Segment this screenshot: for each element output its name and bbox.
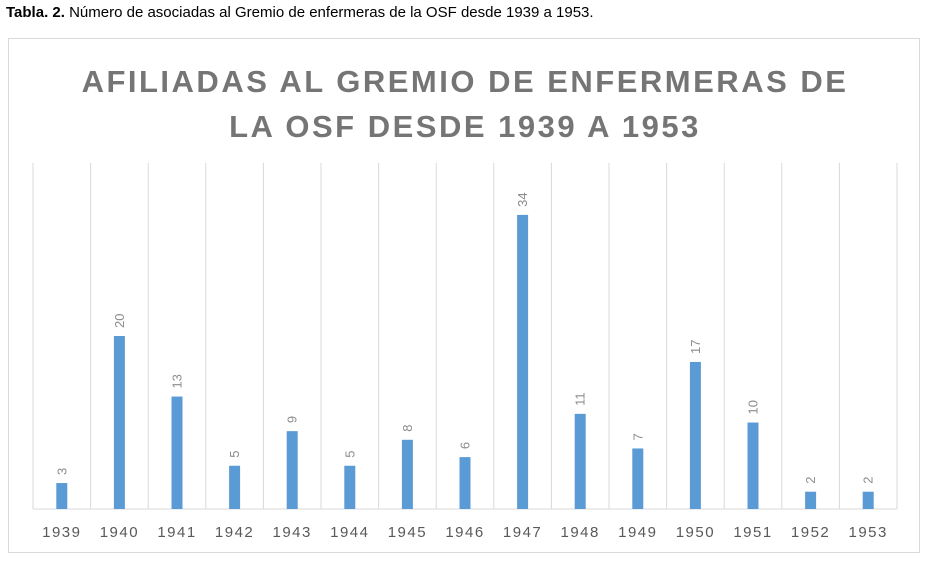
chart-title: AFILIADAS AL GREMIO DE ENFERMERAS DE LA … bbox=[9, 59, 921, 149]
bar-1942 bbox=[229, 465, 241, 509]
x-tick-label-1950: 1950 bbox=[676, 524, 715, 541]
data-label-1952: 2 bbox=[803, 476, 818, 483]
caption-label: Tabla. 2. bbox=[6, 4, 65, 21]
data-label-1947: 34 bbox=[515, 192, 530, 206]
bar-1940 bbox=[113, 336, 125, 509]
data-label-1950: 17 bbox=[688, 339, 703, 353]
x-tick-label-1946: 1946 bbox=[445, 524, 484, 541]
data-label-1942: 5 bbox=[227, 451, 242, 458]
caption-text: Número de asociadas al Gremio de enferme… bbox=[69, 4, 594, 21]
x-tick-label-1951: 1951 bbox=[733, 524, 772, 541]
bar-1939 bbox=[56, 483, 68, 509]
data-label-1946: 6 bbox=[458, 442, 473, 449]
bar-1943 bbox=[286, 431, 298, 509]
x-tick-label-1949: 1949 bbox=[618, 524, 657, 541]
data-label-1948: 11 bbox=[573, 392, 588, 406]
bar-1953 bbox=[862, 491, 874, 509]
data-label-1953: 2 bbox=[861, 476, 876, 483]
x-tick-label-1948: 1948 bbox=[561, 524, 600, 541]
table-caption: Tabla. 2. Número de asociadas al Gremio … bbox=[6, 4, 594, 21]
data-label-1949: 7 bbox=[630, 433, 645, 440]
x-tick-label-1952: 1952 bbox=[791, 524, 830, 541]
x-tick-label-1943: 1943 bbox=[273, 524, 312, 541]
data-label-1941: 13 bbox=[170, 374, 185, 388]
x-tick-label-1945: 1945 bbox=[388, 524, 427, 541]
bar-1944 bbox=[344, 465, 356, 509]
bar-1947 bbox=[517, 214, 529, 509]
bar-1951 bbox=[747, 422, 759, 509]
x-tick-label-1947: 1947 bbox=[503, 524, 542, 541]
data-label-1943: 9 bbox=[285, 416, 300, 423]
chart-title-line-1: AFILIADAS AL GREMIO DE ENFERMERAS DE bbox=[81, 64, 849, 99]
data-label-1940: 20 bbox=[112, 314, 127, 328]
data-label-1945: 8 bbox=[400, 425, 415, 432]
data-label-1944: 5 bbox=[342, 451, 357, 458]
bar-1952 bbox=[805, 491, 817, 509]
chart-frame: AFILIADAS AL GREMIO DE ENFERMERAS DE LA … bbox=[8, 38, 920, 553]
x-tick-label-1940: 1940 bbox=[100, 524, 139, 541]
bar-1946 bbox=[459, 457, 471, 509]
chart-title-line-2: LA OSF DESDE 1939 A 1953 bbox=[229, 109, 701, 144]
data-label-1951: 10 bbox=[746, 400, 761, 414]
bar-1945 bbox=[401, 439, 413, 509]
bar-chart: 3 1939 20 1940 13 1941 5 1942 9 1943 5 1944 8 1945 6 19… bbox=[32, 163, 898, 541]
x-tick-label-1942: 1942 bbox=[215, 524, 254, 541]
x-tick-label-1941: 1941 bbox=[157, 524, 196, 541]
bar-1949 bbox=[632, 448, 644, 509]
bar-1950 bbox=[689, 361, 701, 509]
x-tick-label-1944: 1944 bbox=[330, 524, 369, 541]
data-label-1939: 3 bbox=[54, 468, 69, 475]
x-tick-label-1953: 1953 bbox=[849, 524, 888, 541]
bar-1941 bbox=[171, 396, 183, 509]
x-tick-label-1939: 1939 bbox=[42, 524, 81, 541]
bar-1948 bbox=[574, 413, 586, 509]
